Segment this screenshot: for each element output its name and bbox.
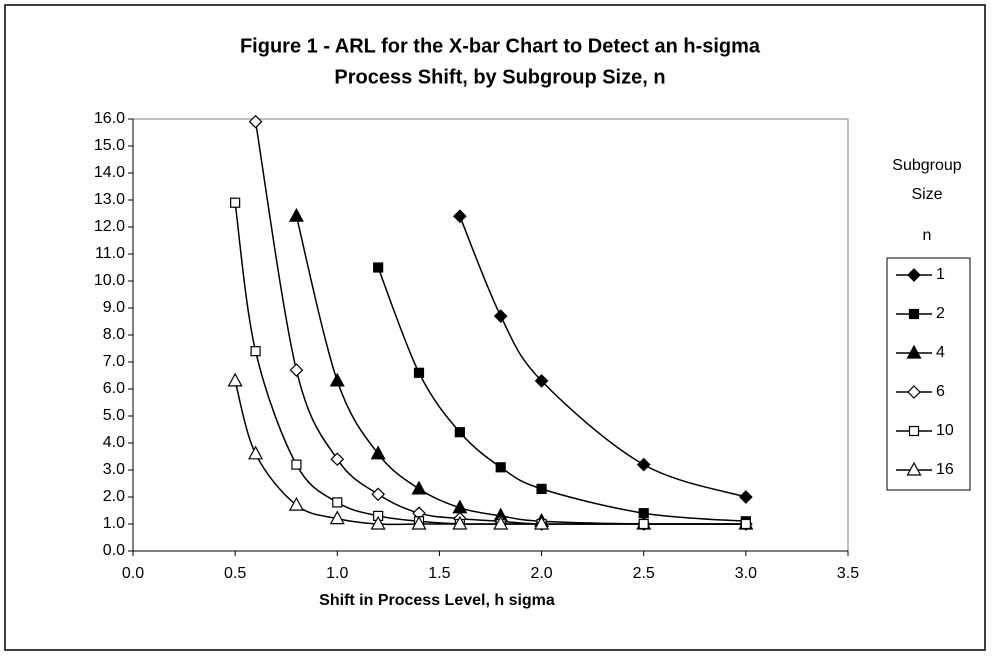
marker (227, 372, 243, 387)
marker (230, 197, 241, 208)
marker (452, 515, 468, 530)
y-tick-label: 16.0 (94, 110, 125, 127)
marker (534, 374, 549, 388)
y-tick-label: 6.0 (103, 380, 125, 397)
marker (495, 462, 506, 473)
y-tick-label: 1.0 (103, 515, 125, 532)
marker (329, 372, 345, 387)
legend-marker (907, 385, 921, 399)
y-tick-label: 14.0 (94, 164, 125, 181)
marker (288, 496, 304, 511)
y-tick-label: 0.0 (103, 542, 125, 559)
marker (493, 309, 508, 323)
marker (454, 427, 465, 438)
marker (534, 515, 550, 530)
marker (739, 490, 753, 504)
x-tick-label: 0.0 (122, 565, 144, 582)
legend-label: 10 (936, 422, 954, 439)
x-tick-label: 2.5 (633, 565, 655, 582)
legend-marker (906, 461, 922, 476)
legend-marker (907, 268, 921, 282)
marker (370, 515, 386, 530)
y-tick-label: 9.0 (103, 299, 125, 316)
marker (493, 515, 509, 530)
y-tick-label: 12.0 (94, 218, 125, 235)
marker (291, 459, 302, 470)
marker (536, 483, 547, 494)
legend-box (886, 257, 971, 491)
legend-marker (908, 308, 920, 320)
y-tick-label: 4.0 (103, 434, 125, 451)
y-tick-label: 10.0 (94, 272, 125, 289)
marker (288, 207, 304, 222)
marker (636, 457, 651, 472)
marker (411, 480, 427, 495)
legend-title: n (923, 227, 932, 244)
x-tick-label: 3.0 (735, 565, 757, 582)
legend-label: 4 (936, 344, 945, 361)
legend-marker (908, 425, 920, 437)
y-tick-label: 5.0 (103, 407, 125, 424)
legend-label: 16 (936, 461, 954, 478)
legend-label: 1 (936, 266, 945, 283)
x-axis-title: Shift in Process Level, h sigma (319, 592, 555, 609)
x-tick-label: 1.0 (326, 565, 348, 582)
y-tick-label: 11.0 (95, 245, 125, 262)
y-tick-label: 7.0 (103, 353, 125, 370)
marker (248, 114, 263, 129)
chart-border (4, 4, 986, 651)
marker (248, 445, 264, 460)
x-tick-label: 2.0 (530, 565, 552, 582)
legend-title: Size (911, 186, 942, 203)
marker (332, 497, 343, 508)
y-tick-label: 8.0 (103, 326, 125, 343)
marker (289, 363, 304, 377)
legend-label: 2 (936, 305, 945, 322)
y-tick-label: 15.0 (94, 137, 125, 154)
y-tick-label: 2.0 (103, 488, 125, 505)
y-tick-label: 13.0 (94, 191, 125, 208)
marker (329, 510, 345, 525)
marker (373, 262, 384, 273)
marker (638, 518, 649, 530)
x-tick-label: 1.5 (428, 565, 450, 582)
marker (411, 515, 427, 530)
chart-title: Figure 1 - ARL for the X-bar Chart to De… (240, 35, 761, 57)
legend-marker (906, 344, 922, 359)
marker (370, 445, 386, 460)
marker (371, 487, 385, 502)
marker (330, 452, 345, 467)
marker (413, 367, 425, 378)
marker (740, 518, 751, 530)
x-tick-label: 3.5 (837, 565, 859, 582)
legend-label: 6 (936, 383, 945, 400)
marker (453, 209, 467, 224)
legend-title: Subgroup (892, 157, 961, 174)
chart-title: Process Shift, by Subgroup Size, n (334, 66, 665, 88)
y-tick-label: 3.0 (103, 461, 125, 478)
marker (250, 346, 261, 357)
x-tick-label: 0.5 (224, 565, 246, 582)
